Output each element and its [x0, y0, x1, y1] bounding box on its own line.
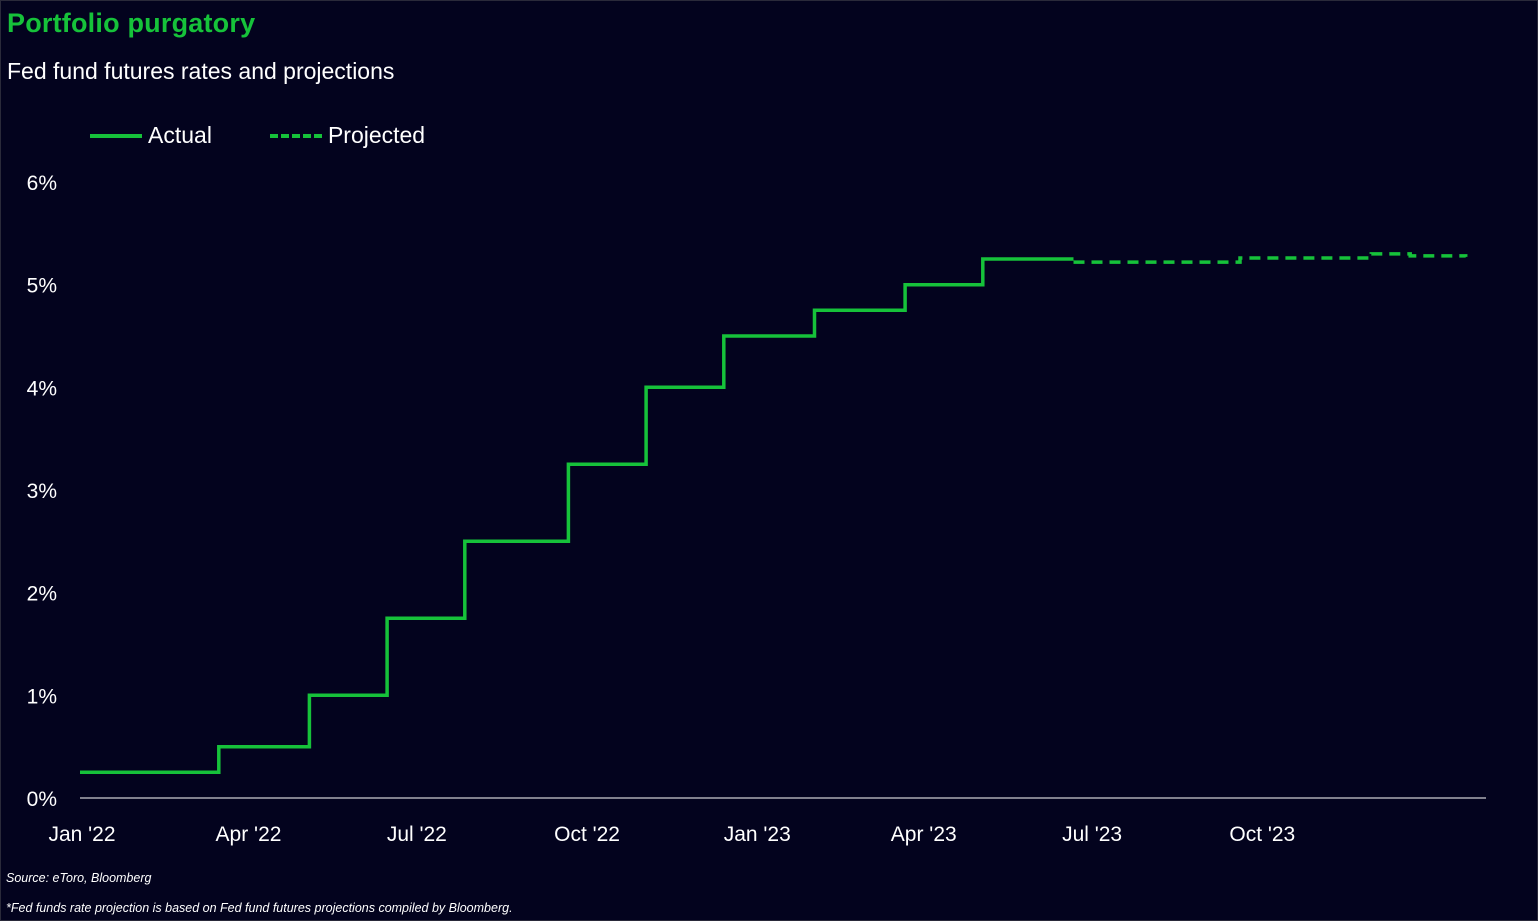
y-tick-label: 4% [27, 377, 57, 400]
x-tick-label: Jan '22 [48, 823, 115, 846]
chart-legend: Actual Projected [90, 122, 483, 149]
y-tick-label: 3% [27, 480, 57, 503]
legend-swatch-dashed [269, 133, 322, 138]
y-tick-label: 6% [27, 172, 57, 195]
series-layer [80, 252, 1468, 775]
x-tick-label: Jul '22 [387, 823, 447, 846]
legend-item-actual: Actual [90, 122, 212, 149]
x-tick-label: Jan '23 [724, 823, 791, 846]
legend-label-projected: Projected [327, 122, 426, 148]
y-tick-label: 1% [27, 685, 57, 708]
chart-subtitle: Fed fund futures rates and projections [7, 58, 395, 84]
chart-title: Portfolio purgatory [7, 8, 256, 38]
x-tick-label: Apr '22 [216, 823, 282, 846]
x-tick-label: Oct '22 [554, 823, 620, 846]
source-footnote: Source: eToro, Bloomberg [6, 871, 152, 885]
x-tick-label: Jul '23 [1062, 823, 1122, 846]
projection-footnote: *Fed funds rate projection is based on F… [6, 901, 513, 915]
y-axis-ticks: 0% 1% 2% 3% 4% 5% 6% [27, 172, 57, 811]
legend-swatch-solid [90, 133, 142, 138]
x-tick-label: Apr '23 [891, 823, 957, 846]
legend-label-actual: Actual [148, 122, 212, 148]
x-tick-label: Oct '23 [1229, 823, 1295, 846]
x-axis-ticks: Jan '22 Apr '22 Jul '22 Oct '22 Jan '23 Apr '… [48, 823, 1295, 846]
y-tick-label: 2% [27, 583, 57, 606]
y-tick-label: 5% [27, 275, 57, 298]
series-line-actual [80, 257, 1074, 775]
y-tick-label: 0% [27, 788, 57, 811]
series-line-projected [1073, 252, 1468, 264]
legend-item-projected: Projected [269, 122, 426, 149]
